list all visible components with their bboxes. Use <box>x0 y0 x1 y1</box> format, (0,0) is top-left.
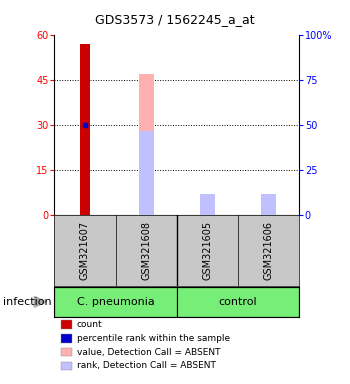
Text: GSM321605: GSM321605 <box>202 221 212 280</box>
Bar <box>54 287 177 317</box>
Bar <box>80 44 90 215</box>
Text: control: control <box>219 297 257 307</box>
Text: percentile rank within the sample: percentile rank within the sample <box>77 334 230 343</box>
Text: GSM321607: GSM321607 <box>80 221 90 280</box>
Bar <box>139 74 154 215</box>
Text: count: count <box>77 320 103 329</box>
Text: GSM321606: GSM321606 <box>264 221 274 280</box>
Bar <box>139 131 154 215</box>
Text: GDS3573 / 1562245_a_at: GDS3573 / 1562245_a_at <box>95 13 255 26</box>
Text: value, Detection Call = ABSENT: value, Detection Call = ABSENT <box>77 348 220 357</box>
Polygon shape <box>34 296 46 307</box>
Text: C. pneumonia: C. pneumonia <box>77 297 154 307</box>
Bar <box>261 194 276 215</box>
Text: infection: infection <box>4 297 52 307</box>
Text: GSM321608: GSM321608 <box>141 221 151 280</box>
Bar <box>177 287 299 317</box>
Text: rank, Detection Call = ABSENT: rank, Detection Call = ABSENT <box>77 361 216 371</box>
Bar <box>200 194 215 215</box>
Bar <box>200 194 215 215</box>
Bar <box>261 194 276 215</box>
